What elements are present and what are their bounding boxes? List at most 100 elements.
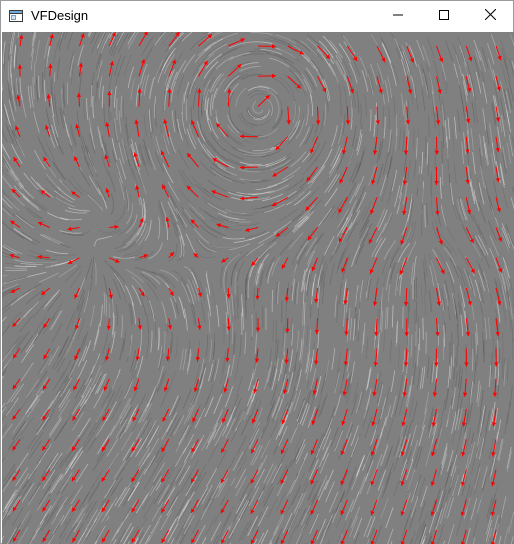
streamline — [244, 297, 247, 320]
streamline — [124, 413, 137, 433]
streamline — [128, 303, 132, 326]
streamline — [151, 501, 164, 522]
streamline — [137, 144, 145, 166]
streamline — [32, 520, 45, 540]
streamline — [108, 68, 114, 90]
streamline — [141, 37, 154, 57]
streamline — [428, 290, 432, 313]
streamline — [367, 73, 374, 96]
streamline — [284, 374, 291, 397]
streamline — [313, 65, 325, 86]
maximize-button[interactable] — [421, 1, 467, 31]
streamline — [499, 38, 508, 61]
streamline — [264, 38, 286, 46]
streamline — [155, 136, 163, 158]
streamline — [178, 421, 190, 441]
streamline — [195, 374, 203, 396]
streamline — [16, 288, 35, 302]
streamline — [264, 97, 273, 116]
streamline — [265, 52, 287, 61]
streamline — [69, 126, 77, 148]
streamline — [233, 237, 256, 243]
streamline — [113, 273, 125, 294]
streamline — [228, 518, 240, 539]
vector-arrow — [401, 408, 408, 427]
streamline — [86, 98, 89, 121]
streamline — [96, 373, 107, 394]
streamline — [119, 507, 131, 528]
streamline — [216, 450, 228, 470]
vector-arrow — [370, 197, 378, 215]
streamline — [490, 454, 497, 476]
streamline — [397, 344, 401, 368]
streamline — [349, 516, 359, 537]
streamline — [404, 450, 412, 472]
streamline — [179, 348, 184, 371]
streamline — [85, 435, 98, 455]
streamline — [172, 202, 184, 223]
streamline — [287, 372, 294, 394]
vector-arrow — [314, 318, 320, 335]
streamline — [42, 409, 56, 429]
streamline — [482, 331, 484, 354]
streamline — [295, 439, 306, 460]
streamline — [374, 525, 382, 544]
streamline — [177, 119, 183, 141]
streamline — [275, 99, 280, 122]
streamline — [180, 281, 190, 303]
streamline — [199, 363, 206, 385]
streamline — [403, 509, 412, 531]
streamline — [497, 278, 504, 301]
vector-arrow — [78, 62, 83, 77]
streamline — [413, 255, 417, 278]
close-button[interactable] — [467, 1, 513, 31]
streamline — [224, 75, 240, 92]
streamline — [491, 104, 496, 127]
streamline — [225, 312, 228, 335]
vector-arrow — [138, 254, 149, 259]
streamline — [319, 453, 329, 474]
streamline — [54, 190, 73, 204]
streamline — [448, 472, 456, 494]
streamline — [318, 40, 334, 59]
streamline — [343, 279, 347, 301]
vector-arrow — [37, 254, 50, 260]
vector-field-canvas[interactable] — [2, 32, 514, 544]
streamline — [62, 81, 65, 104]
streamline — [97, 126, 103, 149]
vector-arrow — [46, 94, 51, 107]
streamline — [131, 276, 146, 295]
streamline — [12, 421, 26, 440]
streamline — [391, 305, 394, 328]
vector-arrow — [228, 38, 245, 47]
streamline — [174, 447, 187, 468]
streamline — [45, 262, 68, 268]
streamline — [186, 352, 192, 375]
streamline — [239, 178, 262, 181]
streamline — [11, 415, 26, 434]
streamline — [135, 165, 143, 187]
title-bar[interactable]: VFDesign — [1, 1, 513, 31]
streamline — [2, 145, 5, 151]
streamline — [350, 425, 359, 447]
streamline — [5, 397, 19, 416]
streamline — [260, 48, 283, 55]
minimize-button[interactable] — [375, 1, 421, 31]
streamline — [255, 264, 263, 286]
streamline — [47, 293, 62, 312]
streamline — [61, 88, 64, 111]
streamline — [268, 364, 274, 387]
vector-arrow — [67, 257, 80, 265]
vector-arrow — [257, 94, 271, 107]
streamline — [2, 469, 15, 489]
vector-arrow — [400, 529, 408, 544]
streamline — [210, 133, 226, 151]
streamline — [462, 302, 466, 325]
streamline — [271, 109, 283, 129]
streamline — [356, 476, 366, 497]
streamline — [95, 405, 107, 425]
streamline — [115, 418, 128, 439]
streamline — [297, 397, 306, 419]
streamline — [97, 32, 106, 49]
streamline — [151, 271, 170, 284]
